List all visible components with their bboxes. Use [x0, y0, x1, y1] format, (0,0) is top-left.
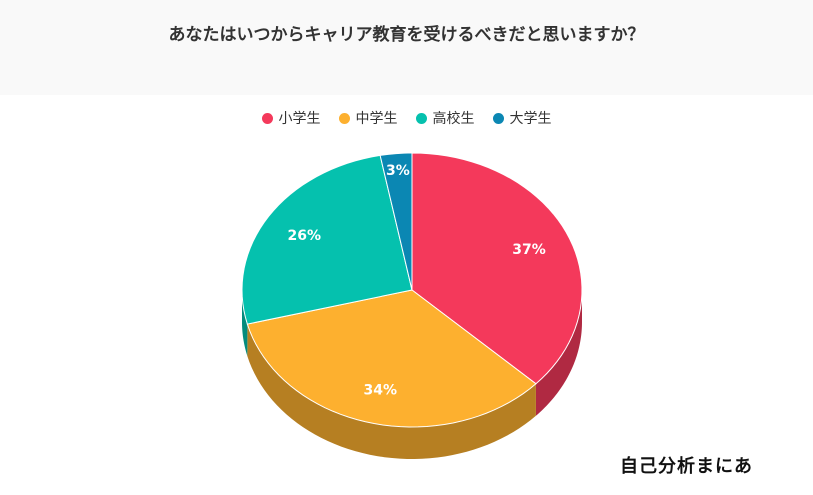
pie-label-1: 34% — [364, 383, 398, 399]
chart-title: あなたはいつからキャリア教育を受けるべきだと思いますか？ — [168, 25, 645, 45]
pie-label-2: 26% — [288, 228, 322, 244]
pie-slices — [241, 152, 583, 428]
legend-label-3: 大学生 — [509, 111, 552, 127]
pie-side-2 — [242, 290, 248, 357]
legend-label-0: 小学生 — [278, 111, 321, 127]
pie-slice-2 — [241, 154, 413, 325]
pie-slice-3 — [379, 152, 413, 291]
legend-label-2: 高校生 — [432, 111, 475, 127]
brand-logo: 自己分析まにあ — [620, 456, 753, 477]
pie-side-walls — [242, 290, 582, 459]
legend-item-0: 小学生 — [261, 108, 321, 128]
title-band — [0, 0, 813, 95]
chart-legend: 小学生 中学生 高校生 大学生 — [0, 108, 813, 128]
legend-item-1: 中学生 — [338, 108, 398, 128]
legend-item-3: 大学生 — [492, 108, 552, 128]
pie-slice-1 — [246, 289, 537, 428]
pie-label-3: 3% — [386, 163, 410, 179]
legend-dot-2 — [415, 112, 427, 124]
legend-label-1: 中学生 — [355, 111, 398, 127]
legend-dot-3 — [492, 112, 504, 124]
pie-label-0: 37% — [512, 242, 546, 258]
pie-side-1 — [247, 324, 536, 459]
legend-dot-0 — [261, 112, 273, 124]
pie-slice-0 — [411, 152, 583, 385]
legend-dot-1 — [338, 112, 350, 124]
pie-side-0 — [535, 290, 582, 416]
pie-labels: 37% 34% 26% 3% — [288, 163, 546, 399]
legend-item-2: 高校生 — [415, 108, 475, 128]
